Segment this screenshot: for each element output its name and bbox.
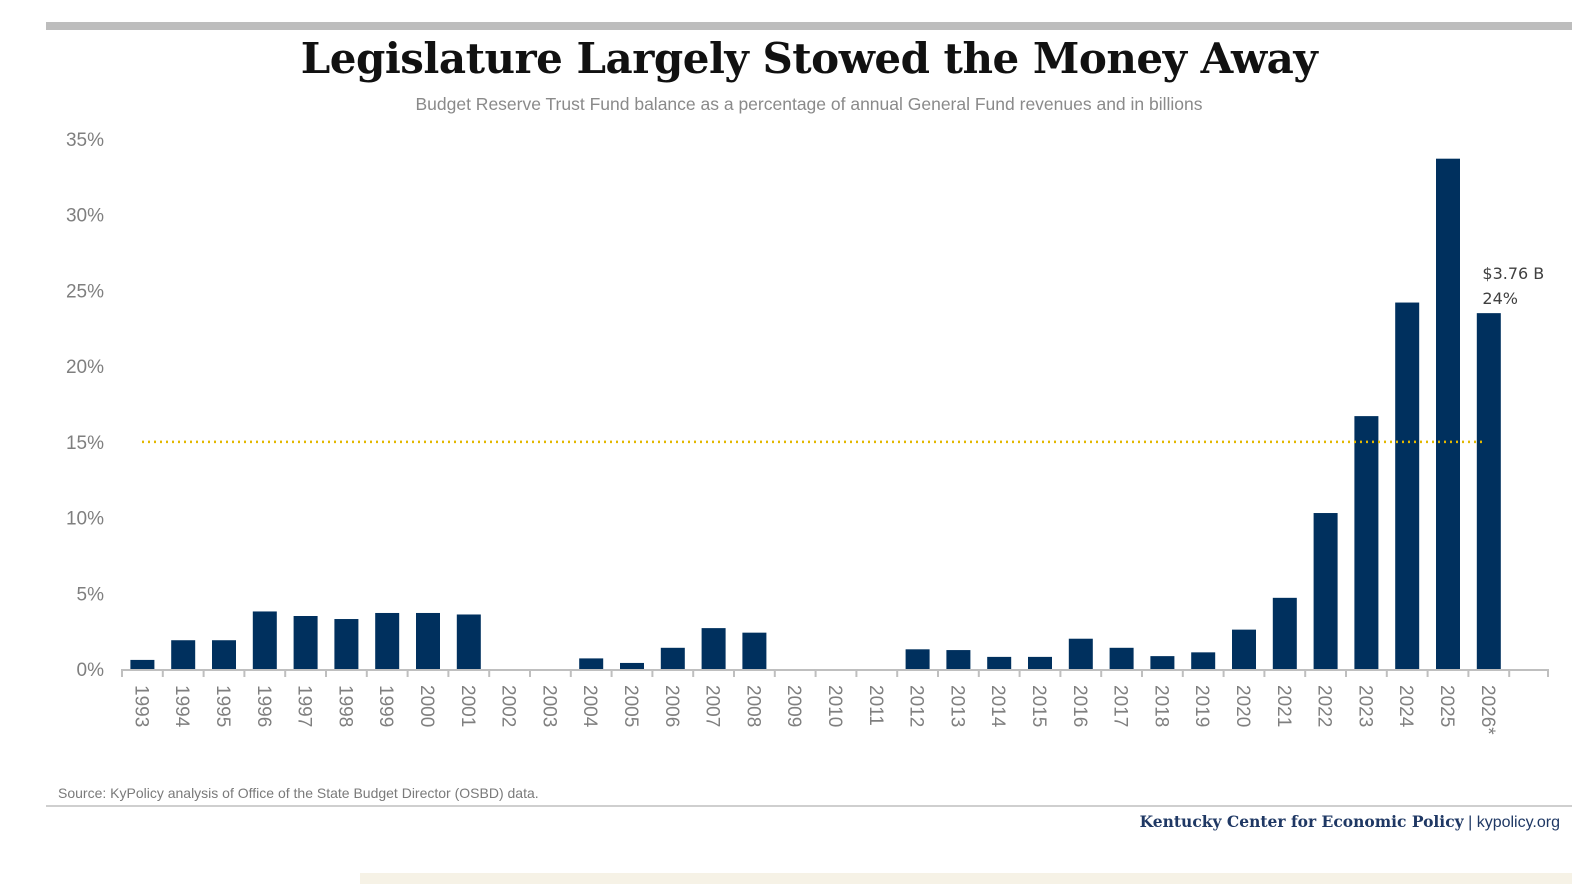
bar-1994 <box>171 640 196 669</box>
footer-credit: Kentucky Center for Economic Policy | ky… <box>1140 812 1560 832</box>
x-tick-label: 1999 <box>375 685 396 727</box>
bar-2019 <box>1191 652 1216 669</box>
y-tick-label: 0% <box>77 660 105 681</box>
bar-2020 <box>1232 629 1256 669</box>
x-tick-label: 2026* <box>1477 685 1498 735</box>
chart-subtitle: Budget Reserve Trust Fund balance as a p… <box>415 94 1203 114</box>
x-tick-label: 2005 <box>620 685 641 727</box>
bar-2000 <box>416 612 440 669</box>
bar-1993 <box>130 659 155 669</box>
x-tick-label: 2011 <box>865 685 886 726</box>
bar-2025 <box>1436 158 1460 669</box>
top-rule <box>46 22 1572 30</box>
website-link[interactable]: kypolicy.org <box>1476 814 1560 831</box>
x-tick-label: 2022 <box>1314 685 1335 727</box>
x-tick-label: 2014 <box>987 685 1008 728</box>
x-tick-label: 2007 <box>702 685 723 727</box>
bar-1996 <box>252 611 277 669</box>
footer-rule <box>46 805 1572 807</box>
x-tick-label: 2002 <box>498 685 519 727</box>
bar-2014 <box>987 656 1012 669</box>
bar-2012 <box>905 649 930 669</box>
y-tick-label: 25% <box>66 281 104 302</box>
x-tick-label: 2017 <box>1110 685 1131 727</box>
x-tick-label: 2025 <box>1436 685 1457 727</box>
x-tick-label: 2003 <box>538 685 559 727</box>
bar-2004 <box>579 658 604 669</box>
bar-2001 <box>456 614 481 669</box>
bar-2006 <box>660 647 685 669</box>
source-note: Source: KyPolicy analysis of Office of t… <box>58 785 539 801</box>
bar-2023 <box>1354 416 1379 669</box>
x-tick-label: 2019 <box>1191 685 1212 727</box>
x-tick-label: 2008 <box>742 685 763 727</box>
bar-2022 <box>1313 513 1338 669</box>
x-tick-label: 2000 <box>416 685 437 727</box>
x-tick-label: 1995 <box>212 685 233 727</box>
bar-1997 <box>293 616 318 669</box>
bottom-band <box>360 873 1572 884</box>
x-tick-label: 2020 <box>1232 685 1253 727</box>
y-tick-label: 15% <box>66 433 104 454</box>
x-tick-label: 1994 <box>171 685 192 728</box>
x-tick-label: 2018 <box>1150 685 1171 727</box>
separator: | <box>1468 814 1473 831</box>
x-tick-label: 1998 <box>334 685 355 727</box>
y-tick-label: 20% <box>66 357 104 378</box>
y-tick-label: 35% <box>66 130 104 151</box>
annotation-label: $3.76 B <box>1482 264 1544 283</box>
bar-2026* <box>1476 313 1501 669</box>
x-tick-label: 2004 <box>579 685 600 728</box>
bar-2005 <box>620 662 644 669</box>
bar-2008 <box>742 632 767 669</box>
x-tick-label: 1997 <box>294 685 315 727</box>
bar-2024 <box>1395 302 1420 669</box>
x-tick-label: 2013 <box>946 685 967 727</box>
x-tick-label: 2006 <box>661 685 682 727</box>
y-tick-label: 30% <box>66 206 104 227</box>
bar-2015 <box>1028 656 1052 669</box>
x-tick-label: 2009 <box>783 685 804 727</box>
x-tick-label: 1996 <box>253 685 274 727</box>
bar-1998 <box>334 619 359 669</box>
bar-2021 <box>1272 597 1297 669</box>
bar-1995 <box>212 640 236 669</box>
x-tick-label: 2001 <box>457 685 478 727</box>
annotation-label: 24% <box>1482 289 1518 308</box>
y-tick-label: 10% <box>66 509 104 530</box>
chart-title: Legislature Largely Stowed the Money Awa… <box>300 34 1318 83</box>
x-tick-label: 2015 <box>1028 685 1049 727</box>
x-tick-label: 2012 <box>906 685 927 727</box>
x-tick-label: 2010 <box>824 685 845 727</box>
bar-2018 <box>1150 656 1175 669</box>
bar-1999 <box>375 612 400 669</box>
x-tick-label: 2023 <box>1354 685 1375 727</box>
bar-2007 <box>701 628 726 669</box>
x-tick-label: 2021 <box>1273 685 1294 727</box>
x-tick-label: 2016 <box>1069 685 1090 727</box>
org-name: Kentucky Center for Economic Policy <box>1139 812 1464 831</box>
bar-2013 <box>946 650 971 669</box>
bar-2017 <box>1109 647 1134 669</box>
x-tick-label: 2024 <box>1395 685 1416 728</box>
bar-2016 <box>1068 638 1093 669</box>
x-tick-label: 1993 <box>130 685 151 727</box>
y-tick-label: 5% <box>77 584 105 605</box>
